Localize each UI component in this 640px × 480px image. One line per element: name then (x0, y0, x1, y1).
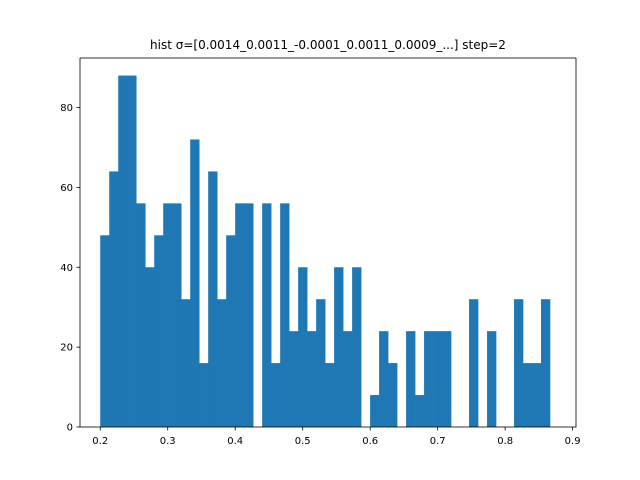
histogram-bar (208, 171, 218, 427)
x-tick-label: 0.4 (227, 436, 243, 447)
y-tick-label: 40 (60, 263, 73, 274)
histogram-bar (109, 171, 119, 427)
chart-title: hist σ=[0.0014_0.0011_-0.0001_0.0011_0.0… (150, 38, 506, 52)
x-tick-label: 0.3 (160, 436, 176, 447)
histogram-bar (541, 299, 551, 427)
histogram-bar (100, 235, 110, 427)
histogram-bar (127, 75, 137, 427)
histogram-bar (136, 203, 146, 427)
histogram-bar (379, 331, 389, 427)
y-axis: 0 20 40 60 80 (60, 103, 80, 434)
histogram-bar (523, 363, 533, 427)
histogram-bar (280, 203, 290, 427)
histogram-bar (469, 299, 479, 427)
histogram-bar (145, 267, 155, 427)
x-tick-label: 0.6 (362, 436, 378, 447)
histogram-bar (244, 203, 254, 427)
histogram-bar (532, 363, 542, 427)
histogram-bar (352, 267, 362, 427)
histogram-bar (307, 331, 317, 427)
histogram-bar (406, 331, 416, 427)
histogram-bar (271, 363, 281, 427)
histogram-bar (118, 75, 128, 427)
x-tick-label: 0.2 (92, 436, 108, 447)
histogram-bar (262, 203, 272, 427)
x-tick-label: 0.5 (295, 436, 311, 447)
histogram-bar (190, 139, 200, 427)
histogram-bar (343, 331, 353, 427)
histogram-bar (487, 331, 497, 427)
histogram-bar (325, 363, 335, 427)
histogram-bar (388, 363, 398, 427)
histogram-bar (289, 331, 299, 427)
histogram-bar (163, 203, 173, 427)
y-tick-label: 20 (60, 343, 73, 354)
histogram-bar (298, 267, 308, 427)
histogram-bar (217, 299, 227, 427)
x-tick-label: 0.7 (430, 436, 446, 447)
histogram-bar (442, 331, 452, 427)
histogram-bar (316, 299, 326, 427)
histogram-bar (370, 395, 380, 427)
histogram-bar (181, 299, 191, 427)
histogram-bar (235, 203, 245, 427)
histogram-bar (334, 267, 344, 427)
histogram-bar (226, 235, 236, 427)
bars-group (100, 75, 551, 427)
x-tick-label: 0.8 (497, 436, 513, 447)
histogram-bar (154, 235, 164, 427)
x-tick-label: 0.9 (565, 436, 581, 447)
y-tick-label: 60 (60, 183, 73, 194)
x-axis: 0.2 0.3 0.4 0.5 0.6 0.7 0.8 0.9 (92, 427, 581, 447)
y-tick-label: 80 (60, 103, 73, 114)
plot-frame (79, 57, 577, 428)
histogram-bar (415, 395, 425, 427)
histogram-bar (424, 331, 434, 427)
y-tick-label: 0 (67, 423, 73, 434)
histogram-bar (514, 299, 524, 427)
histogram-bar (199, 363, 209, 427)
histogram-bar (172, 203, 182, 427)
histogram-bar (433, 331, 443, 427)
